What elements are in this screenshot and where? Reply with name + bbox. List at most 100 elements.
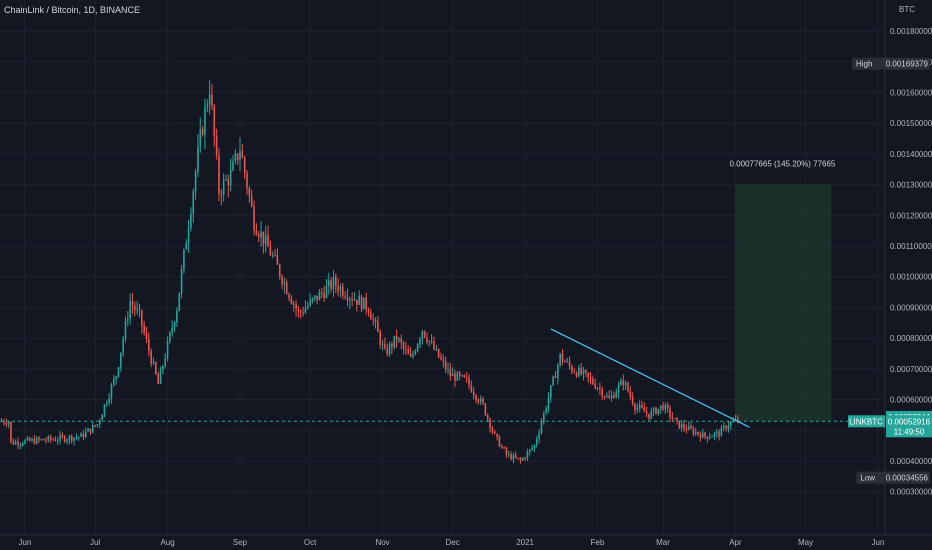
candle-up — [559, 353, 561, 366]
candle-down — [38, 437, 40, 440]
low-tag-bg — [856, 471, 930, 484]
candle-down — [699, 434, 702, 438]
projection-zone — [735, 184, 832, 422]
candle-down — [690, 426, 692, 429]
candle-up — [105, 403, 108, 405]
candle-down — [678, 420, 681, 429]
candle-down — [505, 448, 508, 455]
candle-down — [17, 441, 19, 446]
candle-up — [557, 365, 559, 378]
candle-up — [24, 440, 26, 444]
candle-up — [229, 170, 232, 186]
candle-down — [253, 206, 255, 231]
candle-down — [493, 431, 496, 434]
candle-down — [407, 349, 410, 354]
candle-down — [573, 371, 575, 373]
projection-label: 0.00077665 (145.20%) 77665 — [730, 160, 836, 169]
symbol-tag-bg — [848, 415, 885, 428]
candle-down — [246, 173, 248, 189]
candle-down — [585, 369, 587, 373]
candle-up — [80, 433, 82, 437]
candle-up — [35, 437, 38, 444]
overlays — [0, 328, 885, 428]
candle-down — [498, 436, 501, 447]
time-tick-label: Mar — [656, 538, 670, 547]
candle-up — [152, 362, 155, 364]
candle-up — [166, 341, 169, 359]
candle-down — [377, 321, 379, 332]
candle-down — [458, 372, 461, 376]
price-tick-label: 0.00120000 — [890, 211, 932, 220]
candle-up — [451, 373, 454, 377]
candle-up — [225, 179, 227, 181]
candle-down — [634, 404, 636, 410]
projection-label-bg — [733, 156, 832, 171]
candle-up — [615, 392, 618, 398]
candle-down — [316, 295, 318, 301]
candle-down — [454, 373, 456, 381]
candle-down — [42, 439, 45, 441]
candle-down — [145, 332, 148, 340]
candle-down — [587, 372, 590, 377]
candle-down — [666, 404, 669, 409]
candle-down — [255, 230, 258, 235]
candle-down — [500, 446, 503, 448]
candle-up — [178, 292, 181, 311]
time-tick-label: Sep — [233, 538, 248, 547]
candle-up — [680, 424, 683, 429]
currency-label: BTC — [899, 5, 915, 14]
candle-down — [444, 361, 447, 370]
candle-up — [47, 436, 50, 441]
candle-down — [236, 153, 239, 161]
candle-up — [96, 424, 99, 426]
candle-down — [384, 343, 386, 349]
candle-down — [433, 341, 435, 350]
candle-up — [222, 179, 225, 196]
time-tick-label: Feb — [591, 538, 605, 547]
candle-up — [636, 407, 639, 410]
candle-up — [234, 153, 237, 162]
candle-up — [101, 414, 103, 421]
time-tick-label: Jul — [90, 538, 100, 547]
candle-down — [465, 377, 468, 379]
candle-up — [381, 343, 384, 345]
candle-down — [82, 433, 85, 438]
candle-down — [337, 285, 339, 292]
candle-down — [601, 389, 604, 397]
candle-down — [697, 431, 699, 435]
candle-down — [503, 446, 505, 449]
candle-down — [437, 348, 440, 358]
candle-down — [400, 338, 403, 343]
candle-down — [155, 362, 157, 374]
candle-down — [148, 339, 150, 352]
candle-down — [346, 297, 349, 301]
candle-up — [701, 432, 704, 438]
price-tick-label: 0.00040000 — [890, 457, 932, 466]
time-tick-label: May — [798, 538, 813, 547]
price-tick-label: 0.00080000 — [890, 334, 932, 343]
candle-down — [491, 427, 494, 432]
candle-up — [117, 367, 120, 377]
candle-up — [190, 213, 192, 229]
candle-down — [524, 457, 526, 459]
candle-down — [589, 376, 592, 379]
candle-down — [276, 255, 279, 265]
time-tick-label: Aug — [160, 538, 174, 547]
candle-up — [512, 455, 515, 460]
candle-down — [386, 348, 389, 355]
candle-down — [430, 341, 433, 343]
candle-up — [127, 318, 129, 321]
candle-down — [290, 298, 293, 304]
candle-up — [199, 128, 202, 148]
candle-down — [402, 342, 405, 349]
candle-up — [66, 439, 68, 442]
candle-up — [194, 171, 197, 192]
candle-up — [232, 161, 234, 171]
trendline[interactable] — [550, 328, 750, 428]
candle-down — [285, 282, 288, 294]
candle-down — [150, 351, 152, 364]
candle-up — [56, 440, 59, 442]
high-tag-value: 0.00169379 — [886, 60, 929, 69]
candle-up — [617, 384, 620, 393]
